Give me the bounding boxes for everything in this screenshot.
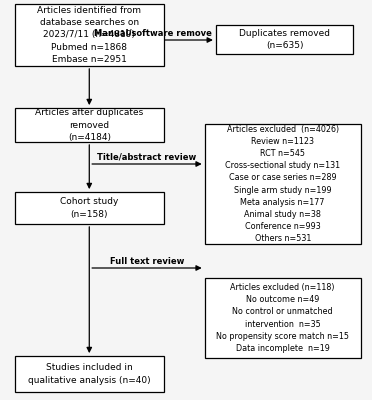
FancyBboxPatch shape: [216, 25, 353, 54]
Text: Duplicates removed
(n=635): Duplicates removed (n=635): [239, 29, 330, 50]
Text: Articles after duplicates
removed
(n=4184): Articles after duplicates removed (n=418…: [35, 108, 143, 142]
Text: Articles excluded (n=118)
No outcome n=49
No control or unmatched
intervention  : Articles excluded (n=118) No outcome n=4…: [216, 283, 349, 353]
Text: Cohort study
(n=158): Cohort study (n=158): [60, 198, 118, 218]
Text: Full text review: Full text review: [110, 257, 184, 266]
FancyBboxPatch shape: [205, 124, 361, 244]
FancyBboxPatch shape: [205, 278, 361, 358]
FancyBboxPatch shape: [15, 4, 164, 66]
FancyBboxPatch shape: [15, 192, 164, 224]
Text: Articles identified from
database searches on
2023/7/11 (n=4819)
Pubmed n=1868
E: Articles identified from database search…: [37, 6, 141, 64]
Text: Title/abstract review: Title/abstract review: [97, 153, 196, 162]
FancyBboxPatch shape: [15, 108, 164, 142]
Text: Manual/software remove: Manual/software remove: [94, 28, 211, 38]
Text: Articles excluded  (n=4026)
Review n=1123
RCT n=545
Cross-sectional study n=131
: Articles excluded (n=4026) Review n=1123…: [225, 125, 340, 243]
Text: Studies included in
qualitative analysis (n=40): Studies included in qualitative analysis…: [28, 364, 151, 384]
FancyBboxPatch shape: [15, 356, 164, 392]
